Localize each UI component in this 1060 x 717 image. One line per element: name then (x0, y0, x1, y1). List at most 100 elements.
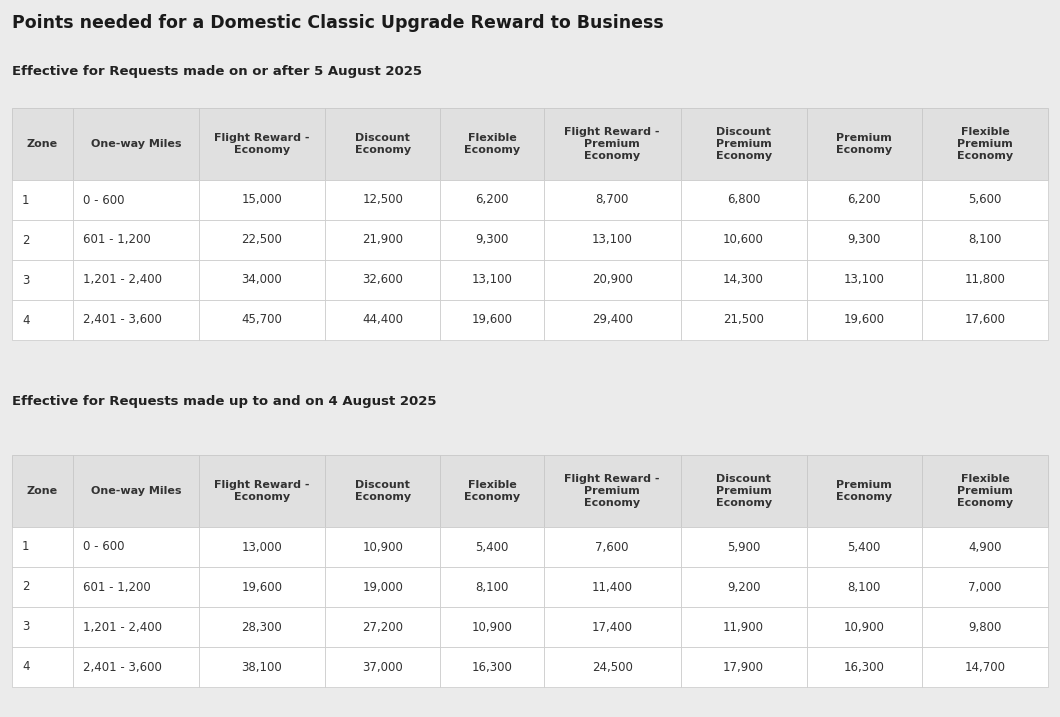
Bar (325, 220, 440, 260)
Bar (922, 300, 1048, 340)
Text: 1,201 - 2,400: 1,201 - 2,400 (83, 273, 162, 287)
Bar (199, 180, 325, 220)
Text: 24,500: 24,500 (591, 660, 633, 673)
Bar (922, 647, 1048, 687)
Text: 9,800: 9,800 (968, 620, 1002, 634)
Bar (325, 180, 440, 220)
Bar (544, 527, 681, 567)
Bar (922, 180, 1048, 220)
Text: Flexible
Premium
Economy: Flexible Premium Economy (957, 475, 1013, 508)
Bar (12, 527, 73, 567)
Bar (807, 455, 922, 527)
Text: 0 - 600: 0 - 600 (83, 541, 124, 554)
Text: 9,300: 9,300 (475, 234, 509, 247)
Text: 4: 4 (22, 660, 30, 673)
Bar (681, 108, 807, 180)
Bar (807, 607, 922, 647)
Text: 28,300: 28,300 (242, 620, 282, 634)
Bar (807, 260, 922, 300)
Bar (922, 607, 1048, 647)
Bar (440, 455, 544, 527)
Text: 3: 3 (22, 273, 30, 287)
Text: 11,400: 11,400 (591, 581, 633, 594)
Text: Effective for Requests made on or after 5 August 2025: Effective for Requests made on or after … (12, 65, 422, 78)
Bar (807, 180, 922, 220)
Bar (199, 567, 325, 607)
Text: 12,500: 12,500 (363, 194, 403, 206)
Bar (922, 527, 1048, 567)
Text: Discount
Premium
Economy: Discount Premium Economy (716, 475, 772, 508)
Text: Zone: Zone (26, 486, 58, 496)
Text: 8,100: 8,100 (848, 581, 881, 594)
Text: 5,600: 5,600 (968, 194, 1002, 206)
Bar (922, 260, 1048, 300)
Text: 19,600: 19,600 (472, 313, 513, 326)
Text: 5,400: 5,400 (475, 541, 509, 554)
Bar (199, 260, 325, 300)
Text: 19,600: 19,600 (844, 313, 885, 326)
Text: Discount
Premium
Economy: Discount Premium Economy (716, 128, 772, 161)
Bar (73, 647, 199, 687)
Text: 1,201 - 2,400: 1,201 - 2,400 (83, 620, 162, 634)
Bar (12, 647, 73, 687)
Text: 10,900: 10,900 (844, 620, 885, 634)
Bar (12, 300, 73, 340)
Bar (12, 260, 73, 300)
Bar (199, 527, 325, 567)
Bar (12, 607, 73, 647)
Bar (922, 220, 1048, 260)
Bar (12, 567, 73, 607)
Bar (544, 455, 681, 527)
Text: 6,200: 6,200 (848, 194, 881, 206)
Text: 0 - 600: 0 - 600 (83, 194, 124, 206)
Text: 601 - 1,200: 601 - 1,200 (83, 234, 151, 247)
Text: 601 - 1,200: 601 - 1,200 (83, 581, 151, 594)
Bar (325, 527, 440, 567)
Text: 8,100: 8,100 (968, 234, 1002, 247)
Text: 2: 2 (22, 234, 30, 247)
Bar (440, 607, 544, 647)
Text: 14,300: 14,300 (723, 273, 764, 287)
Text: 45,700: 45,700 (242, 313, 282, 326)
Text: 34,000: 34,000 (242, 273, 282, 287)
Text: 5,400: 5,400 (848, 541, 881, 554)
Text: 6,200: 6,200 (475, 194, 509, 206)
Text: 10,900: 10,900 (363, 541, 403, 554)
Text: 16,300: 16,300 (472, 660, 513, 673)
Bar (440, 300, 544, 340)
Text: 5,900: 5,900 (727, 541, 760, 554)
Bar (681, 260, 807, 300)
Text: 17,900: 17,900 (723, 660, 764, 673)
Bar (325, 260, 440, 300)
Text: Zone: Zone (26, 139, 58, 149)
Text: 13,100: 13,100 (844, 273, 885, 287)
Text: 27,200: 27,200 (363, 620, 403, 634)
Text: 2: 2 (22, 581, 30, 594)
Bar (544, 607, 681, 647)
Text: Flight Reward -
Economy: Flight Reward - Economy (214, 133, 310, 155)
Text: Premium
Economy: Premium Economy (836, 133, 893, 155)
Bar (325, 567, 440, 607)
Bar (922, 567, 1048, 607)
Bar (199, 455, 325, 527)
Text: 37,000: 37,000 (363, 660, 403, 673)
Bar (12, 455, 73, 527)
Text: Discount
Economy: Discount Economy (354, 133, 410, 155)
Text: 4,900: 4,900 (968, 541, 1002, 554)
Text: Flexible
Economy: Flexible Economy (464, 480, 520, 502)
Bar (922, 455, 1048, 527)
Text: 16,300: 16,300 (844, 660, 885, 673)
Text: 1: 1 (22, 541, 30, 554)
Bar (12, 180, 73, 220)
Bar (681, 607, 807, 647)
Bar (325, 455, 440, 527)
Bar (440, 220, 544, 260)
Bar (681, 527, 807, 567)
Bar (73, 180, 199, 220)
Text: Effective for Requests made up to and on 4 August 2025: Effective for Requests made up to and on… (12, 395, 437, 408)
Bar (325, 108, 440, 180)
Bar (544, 300, 681, 340)
Text: 21,500: 21,500 (723, 313, 764, 326)
Bar (440, 108, 544, 180)
Text: Premium
Economy: Premium Economy (836, 480, 893, 502)
